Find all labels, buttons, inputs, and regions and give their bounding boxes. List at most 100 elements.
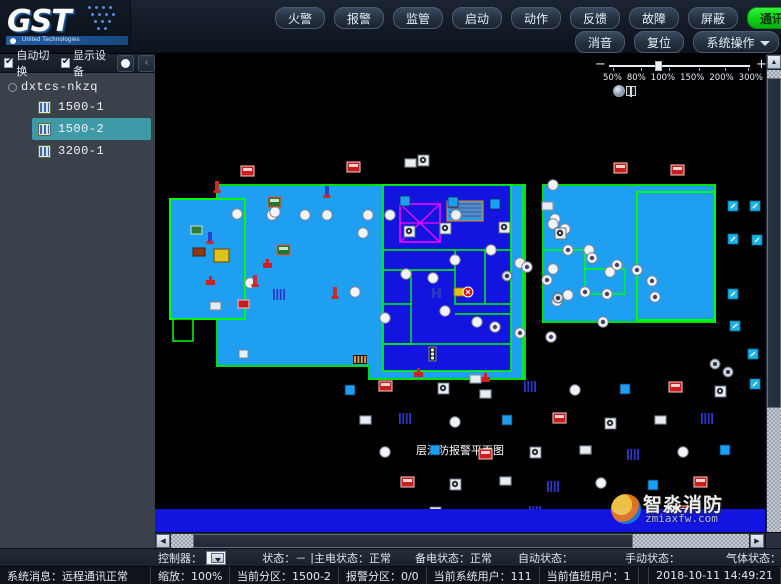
exit-sign-icon[interactable] (213, 248, 230, 263)
module-icon[interactable] (579, 445, 592, 455)
auto-switch-checkbox[interactable]: 自动切换 (4, 47, 57, 79)
alarm-panel-icon[interactable] (267, 196, 282, 208)
device-icon[interactable] (719, 444, 731, 456)
feedback-button[interactable]: 反馈 (570, 7, 620, 29)
grille-icon[interactable] (353, 355, 367, 364)
expand-toggle-icon[interactable] (8, 82, 17, 92)
device-icon[interactable] (647, 479, 659, 491)
zoom-control[interactable]: − + 50% 80% 100% 150% 200% 300% (595, 57, 767, 97)
smoke-detector-icon[interactable] (569, 384, 581, 396)
floorplan-svg[interactable]: 层消防报警平面图 (155, 54, 765, 532)
smoke-detector-icon[interactable] (449, 416, 461, 428)
hydrant-icon[interactable] (206, 276, 215, 285)
fan-icon[interactable] (417, 154, 430, 167)
hydrant-icon[interactable] (263, 259, 272, 268)
alarm-panel-icon[interactable] (378, 380, 393, 392)
smoke-detector-icon[interactable] (400, 268, 412, 280)
fit-to-screen-icon[interactable] (613, 85, 625, 97)
smoke-detector-icon[interactable] (586, 252, 598, 264)
valve-icon[interactable] (552, 292, 564, 304)
tree-item-1500-1[interactable]: 1500-1 (32, 96, 151, 118)
smoke-detector-icon[interactable] (541, 274, 553, 286)
hose-reel-icon[interactable] (192, 247, 206, 257)
cyan-module-icon[interactable] (749, 378, 761, 390)
horizontal-scroll-track[interactable] (171, 534, 749, 548)
alarm-panel-icon[interactable] (346, 161, 361, 173)
hatch-marker-icon[interactable] (399, 413, 411, 424)
device-icon[interactable] (399, 195, 411, 207)
valve-icon[interactable] (501, 270, 513, 282)
cyan-module-icon[interactable] (751, 234, 763, 246)
smoke-detector-icon[interactable] (269, 206, 281, 218)
hydrant-icon[interactable] (414, 368, 423, 377)
fan-icon[interactable] (529, 446, 542, 459)
hatch-marker-icon[interactable] (547, 481, 559, 492)
zoom-slider-track[interactable] (609, 65, 750, 67)
wall-device-icon[interactable] (238, 349, 249, 359)
smoke-detector-icon[interactable] (384, 209, 396, 221)
beam-detector-icon[interactable] (432, 288, 441, 298)
smoke-detector-icon[interactable] (547, 179, 559, 191)
record-dot-button[interactable] (117, 54, 135, 72)
panel-icon[interactable] (469, 374, 482, 384)
device-icon[interactable] (447, 196, 459, 208)
smoke-detector-icon[interactable] (489, 321, 501, 333)
device-icon[interactable] (344, 384, 356, 396)
horn-strobe-icon[interactable] (453, 286, 474, 298)
floorplan-canvas-area[interactable]: 层消防报警平面图 − + 50% 80% 100% 150% 200% 300% (155, 54, 781, 548)
smoke-detector-icon[interactable] (379, 312, 391, 324)
valve-icon[interactable] (709, 358, 721, 370)
vertical-scroll-track[interactable] (767, 70, 781, 532)
indicator-lamp-icon[interactable] (428, 346, 437, 362)
smoke-detector-icon[interactable] (321, 209, 333, 221)
mute-button[interactable]: 消音 (575, 31, 625, 53)
smoke-detector-icon[interactable] (562, 244, 574, 256)
sensor-icon[interactable] (404, 158, 417, 168)
scroll-up-button[interactable]: ▲ (767, 55, 781, 69)
tree-root-node[interactable]: dxtcs-nkzq (6, 78, 151, 96)
controller-select[interactable]: 1 (206, 550, 227, 565)
smoke-detector-icon[interactable] (514, 327, 526, 339)
canvas-horizontal-scrollbar[interactable]: ◀ ▶ (155, 532, 765, 548)
alarm-button[interactable]: 报警 (334, 7, 384, 29)
smoke-detector-icon[interactable] (449, 254, 461, 266)
cyan-module-icon[interactable] (727, 200, 739, 212)
reset-button[interactable]: 复位 (634, 31, 684, 53)
hatch-marker-icon[interactable] (273, 289, 285, 300)
tree-item-3200-1[interactable]: 3200-1 (32, 140, 151, 162)
zoom-preset-icons[interactable] (613, 85, 641, 97)
zoom-in-button[interactable]: + (756, 57, 767, 72)
manual-call-point-icon[interactable] (323, 186, 331, 198)
alarm-panel-icon[interactable] (668, 381, 683, 393)
smoke-detector-icon[interactable] (450, 209, 462, 221)
smoke-detector-icon[interactable] (579, 286, 591, 298)
shield-button[interactable]: 屏蔽 (688, 7, 738, 29)
communication-button[interactable]: 通讯 (747, 7, 781, 29)
fan-icon[interactable] (403, 225, 416, 238)
smoke-detector-icon[interactable] (562, 289, 574, 301)
smoke-detector-icon[interactable] (485, 244, 497, 256)
smoke-detector-icon[interactable] (299, 209, 311, 221)
module-icon[interactable] (479, 389, 492, 399)
smoke-detector-icon[interactable] (349, 286, 361, 298)
smoke-detector-icon[interactable] (521, 261, 533, 273)
smoke-detector-icon[interactable] (677, 446, 689, 458)
panel-icon[interactable] (209, 301, 222, 311)
zoom-slider-thumb[interactable] (655, 61, 662, 71)
sidebar-collapse-button[interactable]: ‹ (138, 54, 155, 72)
alarm-panel-icon[interactable] (400, 476, 415, 488)
cyan-module-icon[interactable] (729, 320, 741, 332)
hatch-marker-icon[interactable] (701, 413, 713, 424)
canvas-vertical-scrollbar[interactable]: ▲ ▼ (765, 54, 781, 548)
zoom-out-button[interactable]: − (595, 57, 606, 72)
module-icon[interactable] (541, 201, 554, 211)
smoke-detector-icon[interactable] (597, 316, 609, 328)
alarm-panel-icon[interactable] (276, 244, 291, 256)
horizontal-scroll-thumb[interactable] (193, 534, 633, 548)
hydrant-icon[interactable] (481, 373, 490, 382)
smoke-detector-icon[interactable] (357, 227, 369, 239)
manual-call-point-icon[interactable] (206, 232, 214, 244)
smoke-detector-icon[interactable] (545, 331, 557, 343)
module-icon[interactable] (654, 415, 667, 425)
manual-call-point-icon[interactable] (251, 275, 259, 287)
